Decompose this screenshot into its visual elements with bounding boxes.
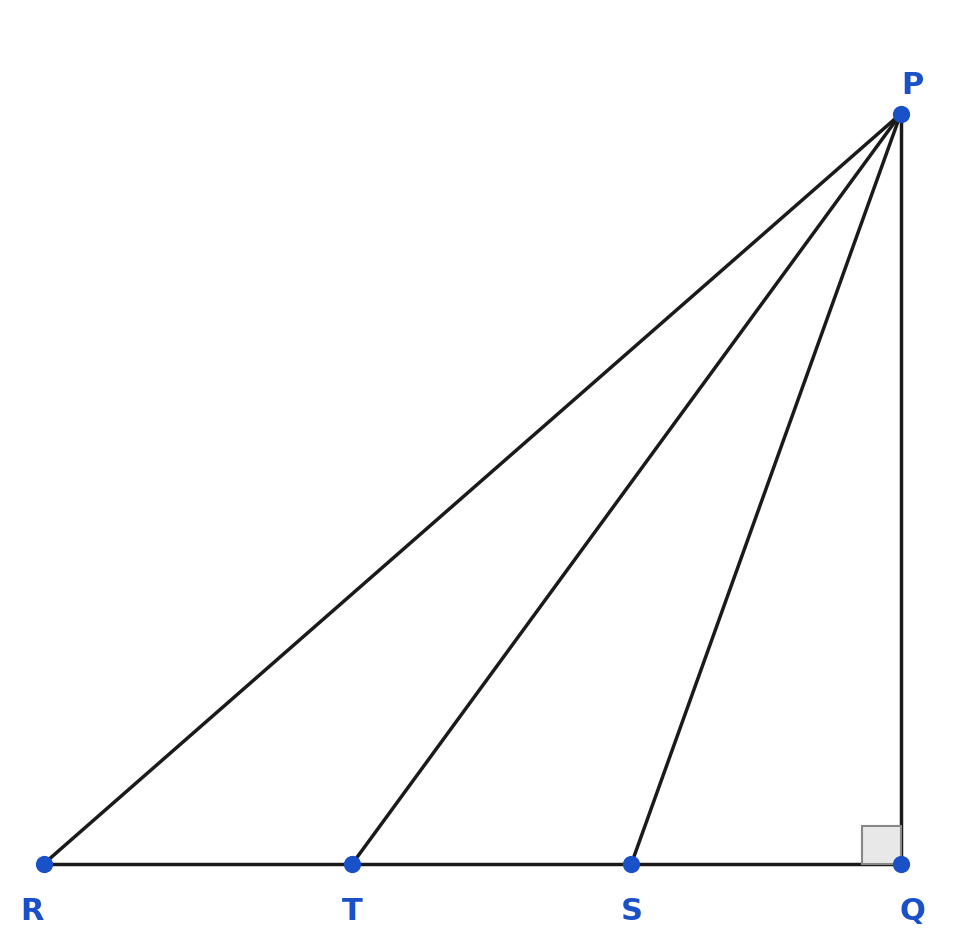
Point [892,106,908,121]
Point [623,856,639,871]
Point [36,856,52,871]
Text: T: T [341,897,363,925]
Point [344,856,360,871]
Text: Q: Q [899,897,924,925]
Bar [861,826,900,864]
Text: S: S [620,897,642,925]
Point [892,856,908,871]
Text: P: P [901,71,922,100]
Text: R: R [21,897,44,925]
